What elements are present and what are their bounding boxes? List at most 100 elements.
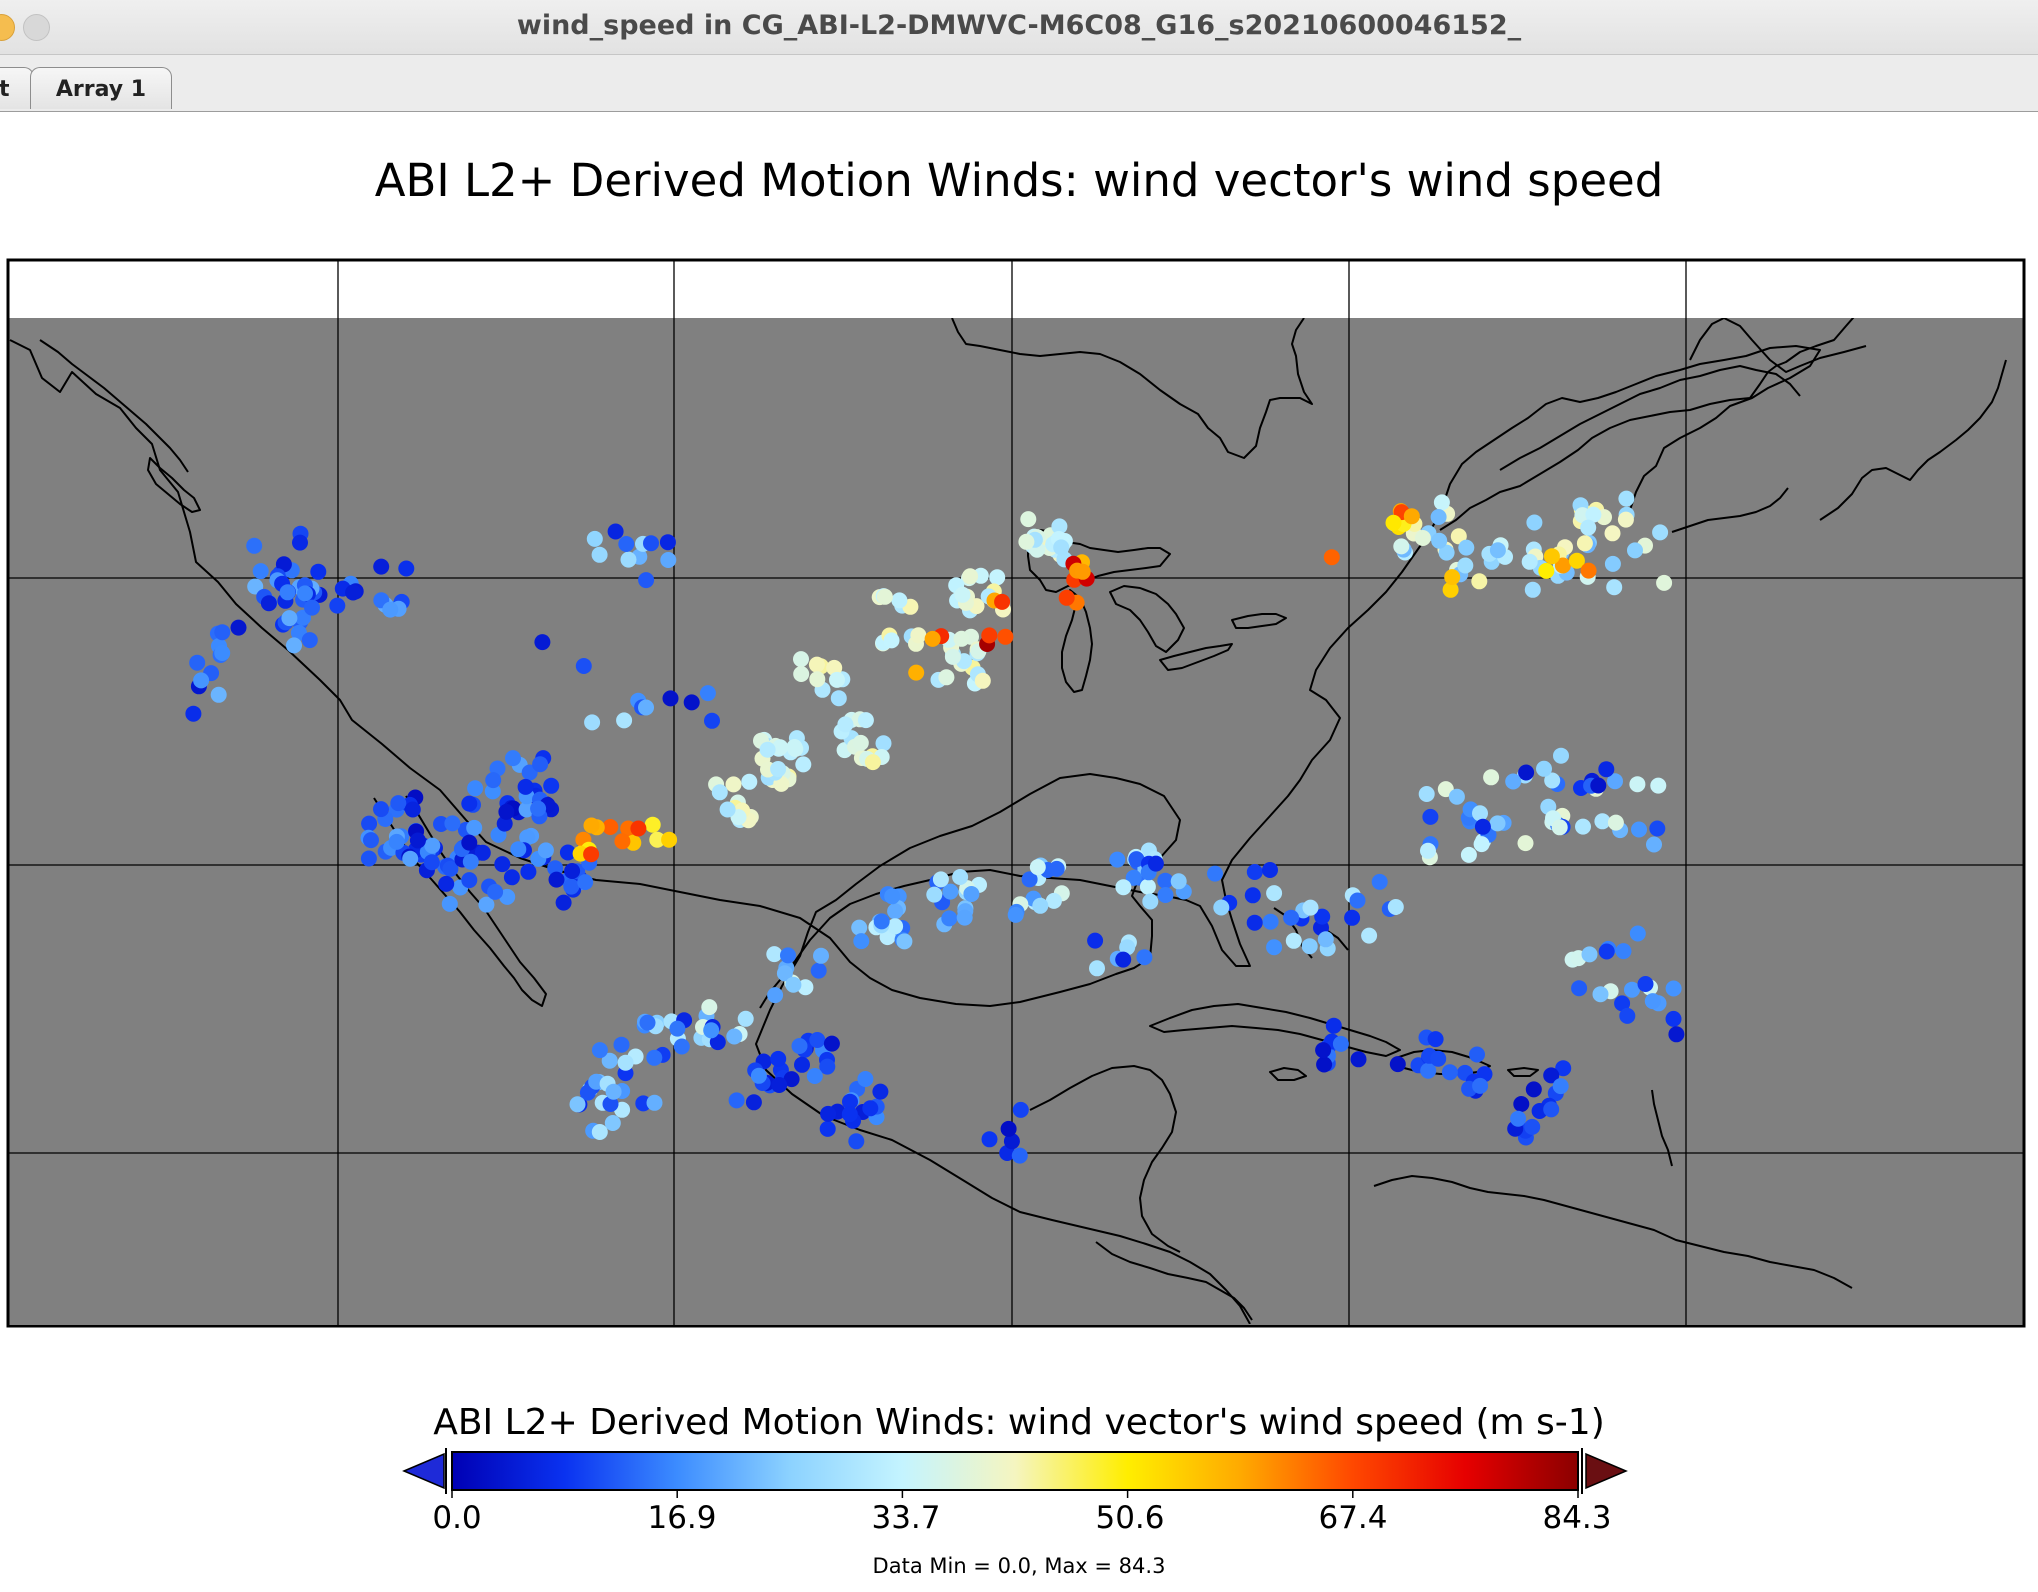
wind-speed-point: [1598, 761, 1615, 778]
wind-speed-point: [564, 863, 581, 879]
plot-title: ABI L2+ Derived Motion Winds: wind vecto…: [374, 154, 1664, 207]
wind-speed-point: [1536, 760, 1552, 777]
wind-speed-point: [1543, 548, 1560, 565]
wind-speed-point: [1142, 893, 1159, 910]
wind-speed-point: [1483, 769, 1500, 786]
coastline-vancouver-island: [147, 457, 201, 513]
wind-speed-point: [842, 1093, 858, 1110]
wind-speed-point: [699, 685, 716, 702]
wind-speed-point: [963, 886, 980, 902]
wind-speed-point: [424, 837, 441, 854]
wind-speed-point: [673, 1038, 690, 1055]
wind-speed-point: [1604, 525, 1621, 542]
wind-speed-point: [630, 820, 647, 837]
island-cuba: [1149, 1003, 1401, 1057]
wind-speed-point: [1448, 788, 1465, 805]
coastline-st-lawrence: [1499, 365, 1801, 471]
coastline-bc-inlets: [39, 339, 189, 473]
wind-speed-point: [1594, 813, 1611, 830]
wind-speed-point: [1430, 509, 1447, 525]
wind-speed-point: [1543, 1067, 1560, 1084]
wind-speed-point: [1344, 909, 1361, 926]
wind-speed-point: [1045, 892, 1062, 909]
wind-speed-point: [1650, 777, 1667, 794]
wind-speed-point: [795, 756, 812, 773]
wind-speed-point: [1115, 879, 1132, 896]
wind-speed-point: [474, 844, 491, 861]
colorbar: [451, 1451, 1579, 1491]
wind-speed-point: [260, 595, 277, 612]
wind-speed-point: [1460, 846, 1477, 863]
wind-speed-point: [649, 831, 666, 848]
wind-speed-point: [819, 1058, 836, 1075]
wind-speed-point: [932, 871, 949, 888]
wind-speed-point: [520, 863, 537, 880]
wind-speed-point: [498, 803, 515, 820]
wind-speed-point: [1058, 589, 1075, 606]
wind-speed-point: [646, 1049, 663, 1066]
wind-speed-point: [1624, 981, 1640, 998]
wind-speed-point: [1109, 851, 1126, 868]
wind-speed-point: [360, 850, 377, 867]
wind-speed-point: [1301, 938, 1318, 955]
wind-speed-point: [423, 854, 440, 871]
wind-speed-point: [390, 795, 407, 812]
wind-speed-point: [433, 816, 449, 832]
wind-speed-point: [1422, 808, 1439, 825]
wind-speed-point: [534, 634, 551, 651]
wind-speed-point: [618, 536, 635, 552]
wind-speed-point: [1553, 747, 1569, 764]
great-lake-superior: [1027, 529, 1171, 593]
wind-speed-point: [466, 819, 483, 836]
wind-speed-point: [246, 537, 263, 554]
window-titlebar: wind_speed in CG_ABI-L2-DMWVC-M6C08_G16_…: [0, 0, 2038, 55]
wind-speed-point: [193, 672, 210, 689]
wind-speed-point: [853, 933, 870, 950]
tab-array-1[interactable]: Array 1: [30, 67, 172, 109]
wind-speed-point: [1629, 776, 1646, 793]
wind-speed-point: [1551, 819, 1568, 836]
wind-speed-point: [829, 671, 845, 688]
wind-speed-point: [487, 883, 504, 900]
wind-speed-point: [494, 856, 511, 873]
data-range-text: Data Min = 0.0, Max = 84.3: [872, 1554, 1166, 1578]
wind-speed-point: [1389, 1056, 1406, 1073]
wind-speed-point: [741, 773, 758, 790]
wind-speed-point: [532, 756, 549, 773]
coastline-labrador: [1689, 318, 1867, 373]
wind-speed-point: [1555, 1060, 1572, 1077]
wind-speed-point: [1128, 851, 1145, 868]
wind-speed-point: [591, 546, 608, 563]
wind-speed-point: [555, 894, 572, 911]
wind-speed-point: [1012, 1101, 1029, 1118]
wind-speed-point: [981, 1131, 998, 1148]
wind-speed-point: [579, 1084, 596, 1101]
wind-speed-point: [1521, 553, 1538, 570]
wind-speed-point: [962, 568, 979, 585]
wind-speed-point: [1554, 557, 1571, 574]
wind-speed-point: [785, 976, 802, 993]
wind-speed-point: [974, 672, 991, 689]
wind-speed-point: [639, 1014, 656, 1031]
wind-speed-point: [1617, 511, 1634, 528]
wind-speed-point: [1003, 1133, 1020, 1150]
wind-speed-point: [1489, 542, 1506, 559]
wind-speed-point: [1283, 909, 1300, 926]
wind-speed-point: [189, 654, 206, 671]
wind-speed-point: [759, 741, 776, 758]
zoom-button[interactable]: [23, 14, 50, 41]
wind-speed-point: [851, 919, 868, 936]
wind-speed-point: [1089, 960, 1105, 977]
wind-speed-point: [1513, 1096, 1530, 1112]
wind-speed-point: [404, 801, 421, 818]
wind-speed-point: [780, 947, 796, 964]
wind-speed-point: [669, 1020, 686, 1037]
wind-speed-point: [1607, 814, 1624, 831]
wind-speed-point: [1315, 1042, 1332, 1059]
coastline-central-america: [1095, 1241, 1253, 1321]
wind-speed-point: [1442, 581, 1459, 598]
wind-speed-point: [841, 1106, 858, 1123]
wind-speed-point: [1649, 820, 1666, 837]
great-lake-michigan: [1061, 589, 1093, 693]
wind-speed-point: [737, 1010, 754, 1027]
